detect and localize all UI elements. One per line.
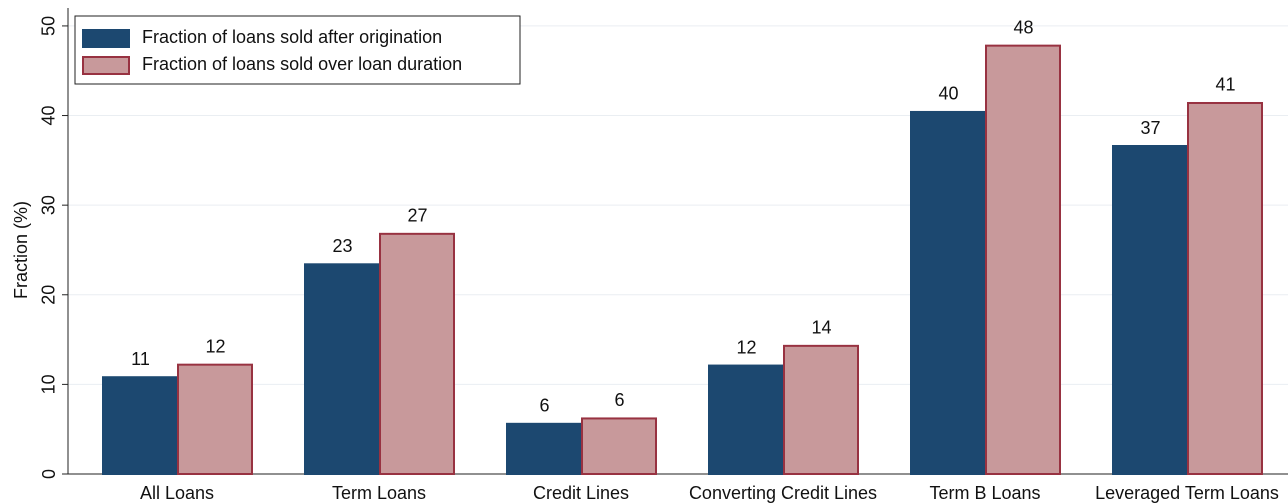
y-tick-label: 0 (39, 469, 59, 479)
legend-label: Fraction of loans sold over loan duratio… (142, 54, 462, 74)
x-tick-label: Term Loans (332, 483, 426, 503)
legend-swatch (82, 29, 130, 48)
value-label: 11 (131, 349, 150, 369)
x-tick-label: Credit Lines (533, 483, 629, 503)
value-label: 14 (811, 318, 831, 338)
value-label: 23 (332, 236, 352, 256)
bar (985, 44, 1061, 476)
value-label: 48 (1013, 17, 1033, 37)
legend-box (74, 15, 521, 85)
bar (910, 110, 986, 475)
bar (177, 363, 253, 475)
bar (506, 422, 582, 476)
bar (379, 232, 455, 475)
value-label: 27 (407, 206, 427, 226)
legend-swatch (82, 56, 130, 75)
value-label: 6 (614, 390, 624, 410)
x-tick-label: Converting Credit Lines (689, 483, 877, 503)
y-tick-label: 50 (39, 16, 59, 36)
x-tick-label: All Loans (140, 483, 214, 503)
x-tick-label: Term B Loans (929, 483, 1040, 503)
x-tick-label: Leveraged Term Loans (1095, 483, 1279, 503)
bar (708, 364, 784, 476)
legend-label: Fraction of loans sold after origination (142, 27, 442, 47)
bar (304, 263, 380, 475)
value-label: 40 (938, 84, 958, 104)
y-tick-label: 20 (39, 285, 59, 305)
value-label: 41 (1215, 75, 1235, 95)
value-label: 6 (539, 396, 549, 416)
value-label: 37 (1140, 118, 1160, 138)
bar (783, 344, 859, 475)
bar (1187, 101, 1263, 475)
y-tick-label: 30 (39, 195, 59, 215)
y-axis-label: Fraction (%) (11, 201, 31, 299)
bar (102, 376, 178, 476)
value-label: 12 (205, 336, 225, 356)
bar (1112, 145, 1188, 475)
y-tick-label: 10 (39, 374, 59, 394)
bar (581, 417, 657, 476)
y-tick-label: 40 (39, 106, 59, 126)
value-label: 12 (736, 337, 756, 357)
